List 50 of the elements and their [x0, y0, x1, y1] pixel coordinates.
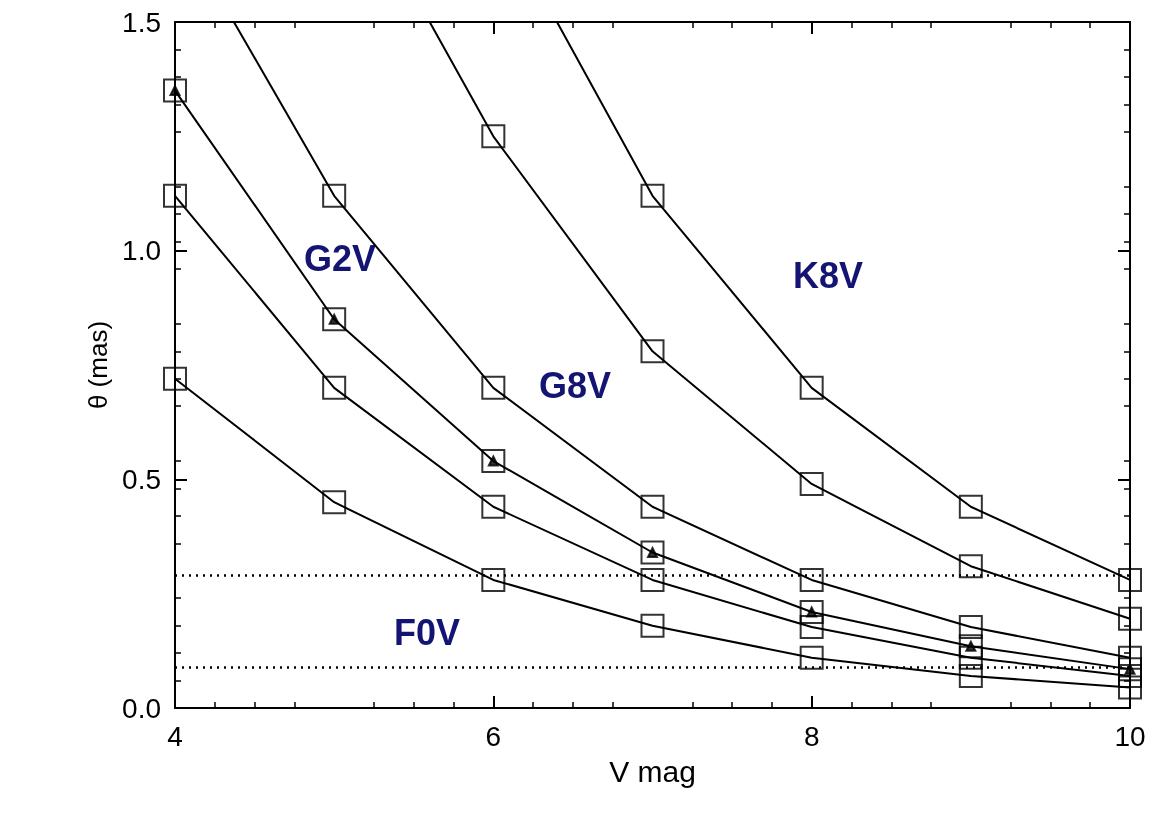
- annotation: G2V: [303, 237, 377, 279]
- point: [799, 567, 824, 592]
- point: [640, 567, 665, 592]
- y-tick-label: 0.5: [122, 463, 161, 495]
- point: [640, 494, 665, 519]
- x-tick-label: 4: [167, 720, 183, 752]
- x-tick-label: 8: [803, 720, 820, 752]
- point: [1118, 657, 1142, 682]
- point: [163, 78, 187, 103]
- point: [1118, 675, 1142, 700]
- point: [958, 494, 983, 519]
- point: [481, 375, 506, 400]
- point: [322, 183, 347, 208]
- point: [640, 339, 665, 364]
- point: [481, 567, 506, 592]
- y-tick-label: 1.5: [122, 6, 161, 38]
- annotation: G8V: [538, 364, 612, 406]
- x-axis-title: V mag: [609, 754, 696, 788]
- point: [640, 183, 665, 208]
- point: [958, 554, 983, 579]
- point: [322, 490, 347, 515]
- point: [1118, 606, 1142, 631]
- point: [640, 540, 665, 565]
- x-tick-label: 10: [1114, 720, 1146, 752]
- point: [640, 613, 665, 638]
- point: [799, 615, 824, 640]
- point: [1118, 645, 1142, 670]
- y-tick-label: 1.0: [122, 235, 161, 267]
- point: [322, 375, 347, 400]
- point: [799, 375, 824, 400]
- point: [958, 645, 983, 670]
- x-tick-label: 6: [485, 720, 502, 752]
- point: [1118, 663, 1142, 688]
- point: [163, 366, 187, 391]
- point: [958, 663, 983, 688]
- point: [163, 183, 187, 208]
- point: [481, 124, 506, 149]
- annotation: K8V: [792, 254, 864, 296]
- point: [481, 449, 506, 474]
- point: [1118, 567, 1142, 592]
- point: [322, 307, 347, 332]
- point: [799, 645, 824, 670]
- point: [799, 599, 824, 624]
- point: [799, 471, 824, 496]
- point: [958, 634, 983, 659]
- y-tick-label: 0.0: [122, 692, 161, 724]
- point: [481, 494, 506, 519]
- y-axis-title: θ (mas): [83, 320, 114, 410]
- point: [958, 615, 983, 640]
- annotation: F0V: [393, 611, 461, 653]
